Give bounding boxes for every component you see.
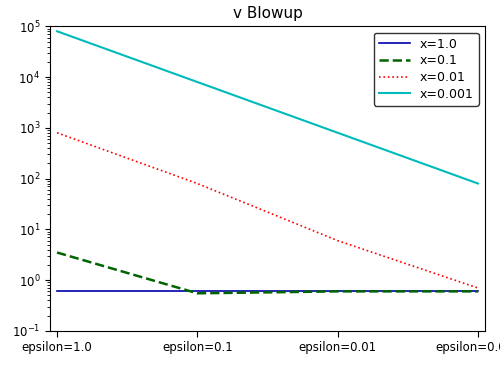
x=0.001 [334,130,340,135]
x=0.001 [475,181,481,186]
x=0.01 [475,286,481,290]
x=0.1 [334,289,340,294]
x=0.01 [334,238,340,243]
x=1.0 [334,288,340,293]
x=0.01 [54,130,60,135]
x=1.0 [475,288,481,293]
Line: x=0.01: x=0.01 [57,133,478,288]
Title: v Blowup: v Blowup [232,6,302,21]
x=0.001 [54,29,60,33]
Line: x=0.001: x=0.001 [57,31,478,183]
x=0.1 [475,289,481,294]
x=1.0 [54,288,60,293]
x=0.1 [194,291,200,296]
x=1.0 [194,288,200,293]
Line: x=0.1: x=0.1 [57,253,478,293]
x=0.001 [194,80,200,84]
x=0.01 [194,181,200,186]
x=0.1 [54,250,60,255]
Legend: x=1.0, x=0.1, x=0.01, x=0.001: x=1.0, x=0.1, x=0.01, x=0.001 [374,33,479,106]
